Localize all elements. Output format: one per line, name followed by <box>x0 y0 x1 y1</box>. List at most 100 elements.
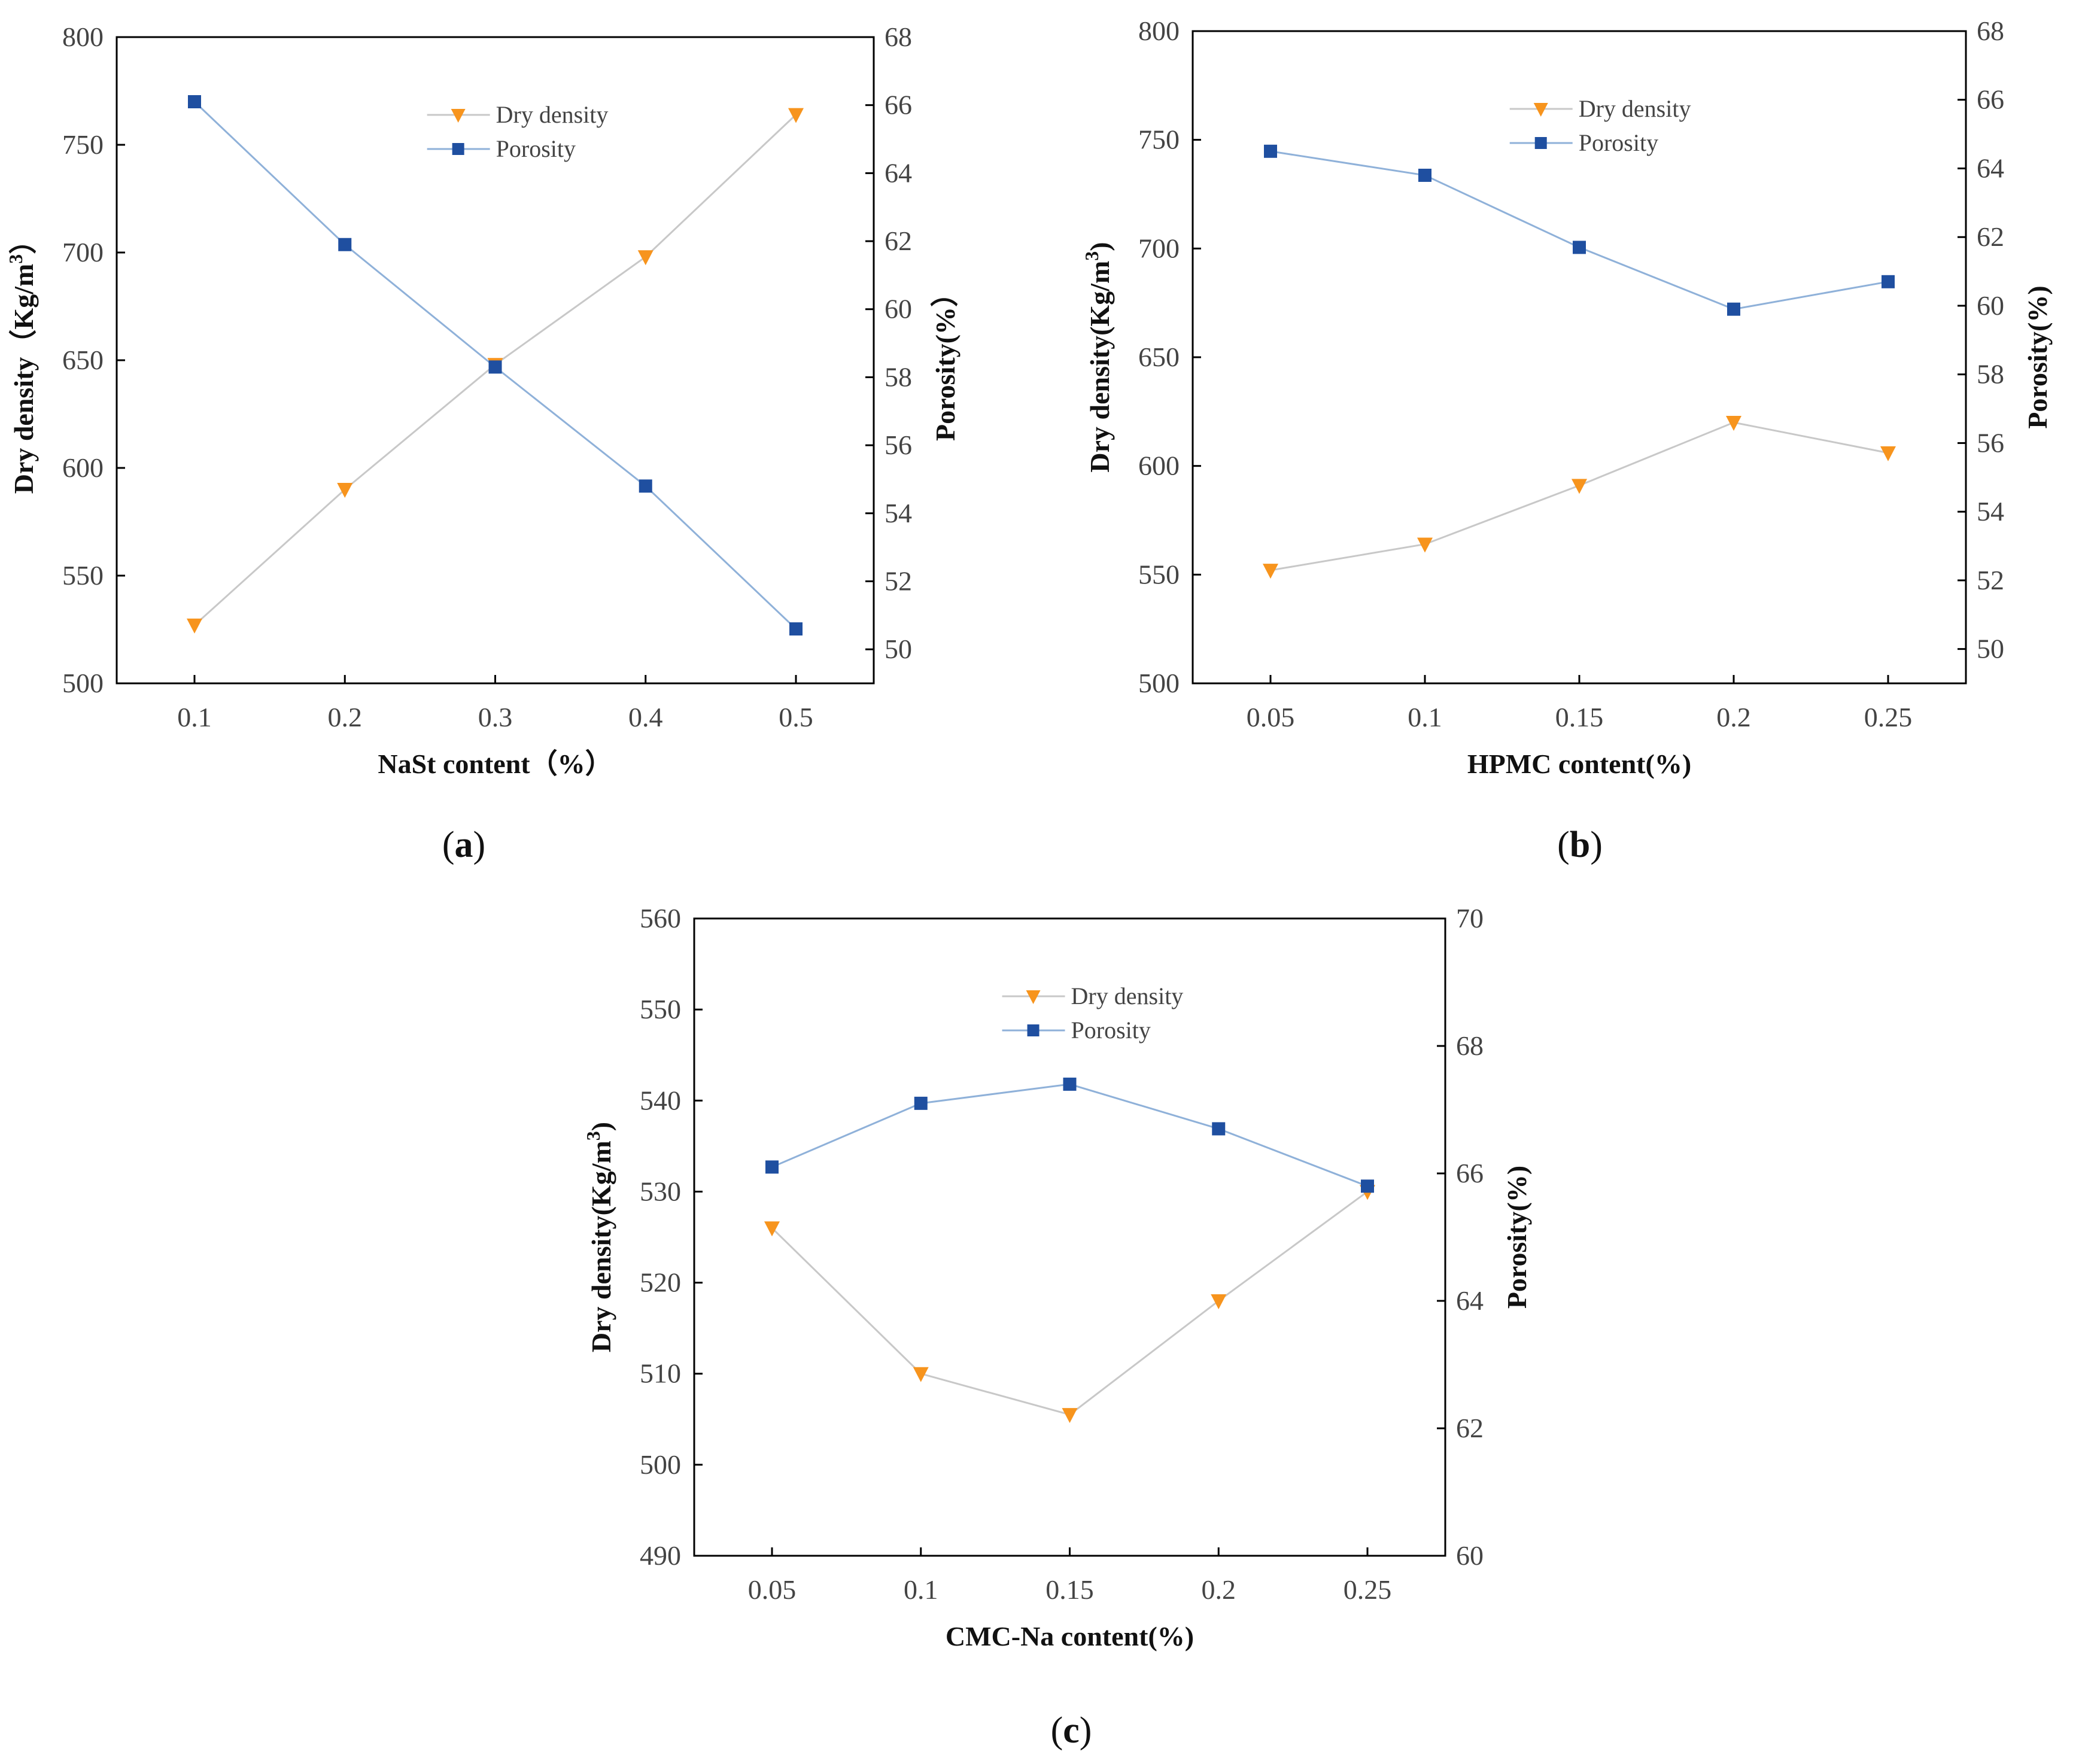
x-tick-label: 0.15 <box>1555 702 1604 732</box>
y2-tick-label: 62 <box>885 226 912 256</box>
x-tick-label: 0.25 <box>1344 1574 1392 1605</box>
y2-tick-label: 58 <box>1977 359 2004 390</box>
y-axis-title: Dry density（Kg/m3） <box>5 227 39 494</box>
y2-tick-label: 68 <box>1977 16 2004 46</box>
dry-density-point <box>764 1221 780 1237</box>
y2-tick-label: 56 <box>1977 427 2004 458</box>
y2-tick-label: 64 <box>1977 153 2004 183</box>
y-axis-title-main: Dry density（Kg/m <box>8 264 39 494</box>
y-axis-title-superscript: 3 <box>1081 251 1102 261</box>
y2-axis-title: Porosity(%） <box>930 279 961 441</box>
y2-tick-label: 50 <box>885 634 912 664</box>
y2-tick-label: 54 <box>1977 496 2004 527</box>
legend-marker-dry-density <box>1026 990 1041 1004</box>
y-tick-label: 700 <box>1138 233 1180 263</box>
porosity-point <box>1361 1179 1374 1193</box>
dry-density-point <box>1880 446 1896 461</box>
y2-axis-title: Porosity(%) <box>1502 1166 1532 1309</box>
porosity-point <box>1212 1122 1226 1136</box>
porosity-point <box>1882 275 1895 288</box>
chart-panel-b: 500 550 600 650 700 750 800 50 52 54 56 58 60 62 64 66 6… <box>1081 16 2053 865</box>
dry-density-point <box>1572 479 1587 494</box>
dry-density-point <box>637 250 654 266</box>
y-tick-label: 540 <box>640 1085 681 1115</box>
y2-tick-label: 60 <box>1456 1540 1484 1571</box>
x-tick-label: 0.15 <box>1045 1574 1094 1605</box>
x-tick-label: 0.1 <box>177 702 212 732</box>
dry-density-point <box>337 483 353 498</box>
x-tick-label: 0.3 <box>478 702 513 732</box>
y-axis-title-end: ) <box>1084 242 1115 251</box>
plot-frame <box>693 917 1446 1557</box>
x-tick-label: 0.2 <box>1202 1574 1236 1605</box>
porosity-point <box>765 1160 779 1174</box>
y2-tick-label: 66 <box>1456 1158 1484 1188</box>
y-axis-title-main: Dry density(Kg/m <box>1084 261 1115 473</box>
y2-tick-label: 66 <box>885 90 912 120</box>
dry-density-point <box>1263 564 1278 579</box>
x-tick-label: 0.05 <box>1247 702 1295 732</box>
y2-axis-title: Porosity(%) <box>2022 285 2053 428</box>
y2-tick-label: 54 <box>885 498 912 528</box>
porosity-point <box>1264 144 1277 158</box>
legend-label: Dry density <box>1071 983 1184 1009</box>
legend-marker-porosity <box>1534 137 1547 149</box>
legend-label: Dry density <box>496 101 609 128</box>
x-tick-label: 0.1 <box>1408 702 1442 732</box>
porosity-point <box>1727 302 1740 316</box>
y-tick-label: 510 <box>640 1358 681 1389</box>
y-axis-title-end: ） <box>8 227 39 254</box>
porosity-line <box>1270 150 1889 311</box>
dry-density-point <box>788 108 804 123</box>
dry-density-line <box>771 1191 1368 1416</box>
dry-density-point <box>913 1367 929 1382</box>
y2-tick-label: 52 <box>885 565 912 596</box>
y2-tick-label: 70 <box>1456 903 1484 933</box>
y-axis-title: Dry density(Kg/m3) <box>1081 242 1115 472</box>
porosity-point <box>789 622 803 636</box>
x-tick-label: 0.4 <box>628 702 663 732</box>
y-tick-label: 550 <box>1138 559 1180 589</box>
y-axis-title: Dry density(Kg/m3) <box>582 1122 616 1352</box>
legend-label: Porosity <box>1579 129 1658 156</box>
y2-tick-label: 60 <box>885 294 912 324</box>
dry-density-point <box>1417 537 1433 553</box>
y-tick-label: 750 <box>62 129 104 160</box>
y-tick-label: 700 <box>62 237 104 267</box>
y-tick-label: 600 <box>1138 451 1180 481</box>
panel-label: (c) <box>1051 1710 1092 1751</box>
y-tick-label: 490 <box>640 1540 681 1571</box>
y-tick-label: 800 <box>1138 16 1180 46</box>
y-tick-label: 530 <box>640 1176 681 1206</box>
porosity-point <box>914 1096 928 1110</box>
y2-tick-label: 56 <box>885 430 912 460</box>
y-tick-label: 500 <box>1138 668 1180 698</box>
panel-label-close: ) <box>473 825 486 865</box>
panel-label-open: ( <box>442 825 455 865</box>
panel-label-letter: b <box>1570 825 1590 865</box>
porosity-point <box>1418 168 1431 182</box>
porosity-point <box>488 360 502 374</box>
panel-label-close: ) <box>1080 1710 1092 1751</box>
y-tick-label: 500 <box>640 1449 681 1480</box>
y-tick-label: 560 <box>640 903 681 933</box>
porosity-point <box>338 238 352 251</box>
dry-density-point <box>1726 416 1741 431</box>
porosity-point <box>1573 241 1586 254</box>
porosity-point <box>1063 1077 1077 1091</box>
y2-tick-label: 62 <box>1977 221 2004 252</box>
y2-tick-label: 64 <box>1456 1285 1484 1316</box>
y-tick-label: 550 <box>62 560 104 591</box>
legend-label: Porosity <box>1071 1017 1151 1044</box>
y-tick-label: 600 <box>62 452 104 483</box>
x-axis-title: NaSt content（%） <box>378 749 612 779</box>
legend-marker-dry-density <box>1533 103 1548 117</box>
y-axis-title-superscript: 3 <box>582 1131 604 1140</box>
y2-tick-label: 68 <box>885 22 912 52</box>
panel-label-letter: a <box>455 825 473 865</box>
y-axis-title-end: ) <box>586 1122 616 1131</box>
panel-label: (a) <box>442 825 485 865</box>
y-tick-label: 550 <box>640 994 681 1024</box>
panel-label-letter: c <box>1063 1710 1080 1751</box>
